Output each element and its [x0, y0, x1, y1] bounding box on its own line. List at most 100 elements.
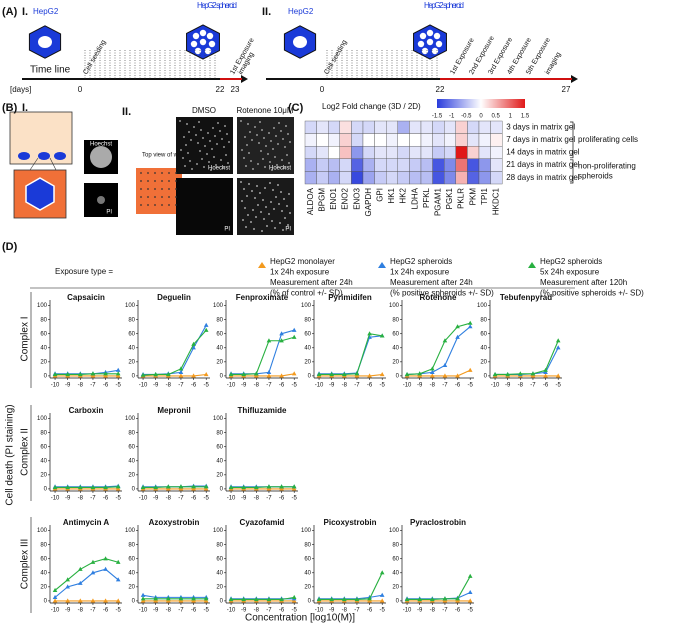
spheroid-cell: [419, 32, 427, 40]
data-point: [555, 345, 561, 350]
nucleus-dot: [248, 152, 250, 154]
nucleus-dot: [203, 166, 205, 168]
heat-cell: [316, 171, 329, 185]
x-tick-label: -9: [65, 383, 71, 389]
chart-title: Capsaicin: [67, 293, 105, 302]
nucleus-dot: [289, 141, 291, 143]
y-tick-label: 40: [216, 345, 223, 351]
event-label: Cell seeding: [323, 39, 348, 76]
row-label: 14 days in matrix gel: [506, 148, 580, 157]
heat-cell: [432, 120, 445, 134]
y-tick-label: 0: [220, 598, 224, 604]
x-tick-label: -9: [241, 383, 247, 389]
pi-dot: [286, 205, 288, 207]
y-tick-label: 100: [125, 528, 136, 534]
data-point: [90, 484, 96, 490]
well-dot: [175, 204, 177, 206]
data-point: [266, 596, 272, 602]
group-bracket: [570, 159, 574, 184]
image-label: Hoechst: [269, 166, 291, 172]
heat-cell: [455, 120, 468, 134]
x-tick-label: -7: [442, 383, 448, 389]
nucleus-dot: [209, 140, 211, 142]
series-line: [495, 347, 559, 376]
part-label: I.: [22, 102, 28, 114]
data-point: [530, 373, 536, 378]
pi-dot: [253, 228, 255, 230]
well-dot: [161, 196, 163, 198]
well-dot: [175, 180, 177, 182]
pi-dot: [287, 224, 289, 226]
y-tick-label: 60: [128, 556, 135, 562]
y-tick-label: 100: [389, 528, 400, 534]
x-tick-label: -8: [342, 383, 348, 389]
colorbar-tick: -1.5: [432, 114, 443, 120]
data-point: [442, 362, 448, 367]
pi-dot: [242, 219, 244, 221]
data-point: [65, 484, 70, 490]
nucleus: [293, 36, 307, 48]
heat-cell: [409, 133, 422, 147]
y-tick-label: 60: [128, 331, 135, 337]
legend-text: (% positive spheroids +/- SD): [540, 289, 644, 298]
data-point: [203, 371, 209, 377]
x-tick-label: -7: [266, 496, 272, 502]
data-point: [467, 320, 473, 325]
chart-title: Mepronil: [157, 406, 190, 415]
data-point: [505, 371, 510, 377]
chart-title: Azoxystrobin: [149, 518, 200, 527]
well-dot: [168, 204, 170, 206]
y-tick-label: 80: [128, 317, 135, 323]
y-tick-label: 20: [304, 584, 311, 590]
data-point: [90, 559, 96, 564]
x-tick-label: -7: [266, 383, 272, 389]
part-label: II.: [262, 6, 271, 18]
x-tick-label: -9: [153, 608, 159, 614]
series-line: [319, 572, 383, 601]
data-point: [78, 371, 83, 377]
spheroid-cell: [426, 29, 434, 37]
nucleus-dot: [241, 149, 243, 151]
nucleus-dot: [278, 122, 280, 124]
pi-dot: [275, 196, 277, 198]
heatmap-title: Log2 Fold change (3D / 2D): [322, 102, 421, 111]
data-point: [291, 594, 297, 599]
x-tick-label: -9: [65, 496, 71, 502]
legend-text: HepG2 spheroids: [540, 257, 602, 266]
data-point: [153, 484, 158, 490]
series-line: [55, 485, 119, 488]
nucleus-dot: [244, 136, 246, 138]
x-tick-label: -10: [139, 383, 148, 389]
nucleus-dot: [247, 123, 249, 125]
y-tick-label: 20: [40, 359, 47, 365]
data-point: [467, 367, 473, 372]
data-point: [430, 369, 435, 374]
group-label: Complex III: [20, 539, 31, 590]
well-dot: [147, 180, 149, 182]
heat-cell: [304, 158, 317, 172]
spheroid-label: HepG2 spheroid: [197, 1, 237, 10]
data-point: [266, 369, 272, 374]
data-point: [115, 577, 121, 582]
x-tick-label: -8: [342, 608, 348, 614]
data-point: [90, 598, 96, 603]
pi-dot: [284, 217, 286, 219]
panel-label: (C): [288, 102, 304, 114]
timeline-label: Time line: [30, 65, 71, 76]
data-point: [442, 338, 448, 343]
well-dot: [147, 188, 149, 190]
well-dot: [140, 180, 142, 182]
gene-label: HK1: [387, 187, 396, 203]
heat-cell: [351, 133, 364, 147]
data-point: [140, 596, 146, 601]
well-dot: [147, 204, 149, 206]
y-tick-label: 0: [484, 373, 488, 379]
nucleus-dot: [254, 126, 256, 128]
data-point: [191, 598, 196, 603]
data-point: [166, 484, 171, 489]
data-point: [543, 367, 548, 372]
heat-cell: [478, 133, 491, 147]
x-tick-label: -6: [103, 496, 109, 502]
pi-dot: [277, 184, 279, 186]
x-tick-label: -5: [116, 383, 122, 389]
